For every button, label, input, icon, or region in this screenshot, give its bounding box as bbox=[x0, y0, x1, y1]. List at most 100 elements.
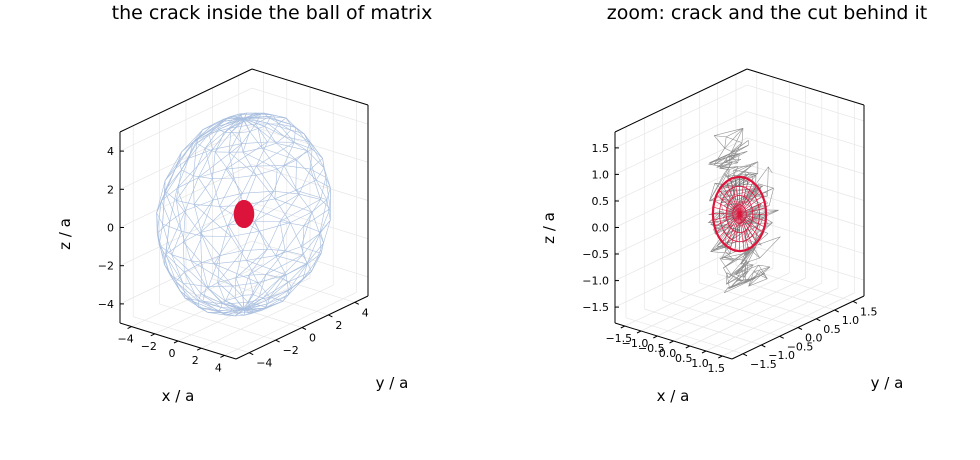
mesh-edge bbox=[737, 153, 740, 163]
mesh-edge bbox=[213, 118, 227, 125]
x-tick-label: 0.5 bbox=[675, 352, 693, 365]
mesh-edge bbox=[222, 303, 243, 311]
mesh-edge bbox=[319, 199, 328, 234]
mesh-edge bbox=[708, 153, 730, 165]
mesh-edge bbox=[731, 142, 743, 152]
x-tick-mark bbox=[636, 330, 642, 334]
mesh-edge bbox=[208, 114, 243, 134]
mesh-edge bbox=[194, 204, 220, 207]
mesh-edge bbox=[320, 220, 331, 233]
mesh-edge bbox=[223, 303, 238, 314]
grid-line bbox=[119, 125, 253, 190]
mesh-edge bbox=[217, 255, 221, 283]
mesh-edge bbox=[732, 183, 749, 187]
mesh-edge bbox=[747, 209, 761, 215]
mesh-edge bbox=[729, 280, 743, 289]
mesh-edge bbox=[285, 117, 296, 128]
mesh-edge bbox=[272, 114, 279, 125]
mesh-edge bbox=[255, 175, 276, 199]
crack-spoke bbox=[739, 213, 745, 251]
mesh-edge bbox=[257, 274, 287, 283]
mesh-edge bbox=[320, 199, 331, 209]
mesh-edge bbox=[260, 113, 273, 116]
mesh-edge bbox=[242, 141, 268, 144]
crack-outline bbox=[233, 199, 255, 229]
mesh-edge bbox=[299, 193, 321, 200]
mesh-edge bbox=[759, 270, 768, 279]
mesh-edge bbox=[738, 205, 770, 218]
mesh-edge bbox=[176, 200, 195, 205]
mesh-edge bbox=[746, 228, 762, 246]
mesh-edge bbox=[726, 272, 730, 289]
mesh-edge bbox=[746, 247, 756, 255]
z-tick-label: 4 bbox=[107, 145, 114, 158]
x-tick-mark bbox=[173, 340, 179, 344]
x-tick-mark bbox=[701, 350, 707, 354]
mesh-edge bbox=[226, 114, 243, 120]
mesh-edge bbox=[714, 135, 727, 138]
grid-line bbox=[251, 87, 369, 125]
mesh-edge bbox=[234, 309, 245, 317]
mesh-edge bbox=[723, 257, 734, 261]
mesh-edge bbox=[188, 141, 194, 159]
mesh-edge bbox=[708, 211, 722, 223]
mesh-edge bbox=[193, 204, 232, 237]
mesh-edge bbox=[253, 294, 260, 298]
mesh-edge bbox=[263, 281, 289, 299]
mesh-edge bbox=[725, 156, 728, 163]
mesh-edge bbox=[242, 294, 254, 296]
mesh-edge bbox=[185, 199, 214, 211]
mesh-edge bbox=[710, 251, 731, 254]
mesh-edge bbox=[280, 254, 303, 278]
mesh-edge bbox=[193, 175, 213, 179]
mesh-edge bbox=[723, 267, 729, 279]
mesh-edge bbox=[267, 116, 287, 119]
y-tick-label: 0.5 bbox=[823, 323, 841, 336]
mesh-edge bbox=[217, 277, 236, 283]
mesh-edge bbox=[745, 216, 763, 224]
x-tick-label: 0.0 bbox=[659, 347, 677, 360]
x-tick-label: −1.5 bbox=[605, 332, 632, 345]
mesh-edge bbox=[266, 287, 293, 305]
z-tick-label: −4 bbox=[98, 298, 114, 311]
y-tick-mark bbox=[301, 327, 307, 330]
top-right-edge bbox=[746, 68, 865, 106]
mesh-edge bbox=[288, 281, 293, 289]
grid-line bbox=[746, 84, 865, 122]
mesh-edge bbox=[748, 266, 771, 287]
mesh-edge bbox=[222, 308, 244, 314]
mesh-edge bbox=[221, 300, 226, 304]
y-tick-mark bbox=[797, 327, 803, 330]
mesh-edge bbox=[291, 271, 312, 289]
mesh-edge bbox=[245, 117, 268, 124]
grid-line bbox=[680, 291, 799, 328]
x-tick-mark bbox=[620, 325, 626, 329]
mesh-edge bbox=[740, 247, 754, 265]
mesh-edge bbox=[735, 264, 754, 275]
mesh-edge bbox=[302, 254, 308, 264]
mesh-edge bbox=[320, 177, 327, 200]
mesh-edge bbox=[193, 148, 206, 176]
crack-spoke bbox=[739, 190, 761, 215]
mesh-edge bbox=[212, 128, 230, 150]
x-tick-label: −0.5 bbox=[638, 342, 665, 355]
mesh-edge bbox=[176, 169, 182, 201]
mesh-edge bbox=[274, 198, 291, 223]
mesh-edge bbox=[207, 312, 227, 316]
mesh-edge bbox=[212, 168, 227, 201]
grid-line bbox=[614, 84, 748, 149]
mesh-edge bbox=[719, 161, 733, 169]
mesh-edge bbox=[727, 169, 730, 186]
grid-line bbox=[251, 202, 369, 240]
crack-spoke bbox=[739, 177, 745, 215]
mesh-edge bbox=[302, 253, 322, 281]
mesh-edge bbox=[303, 199, 321, 226]
mesh-edge bbox=[323, 220, 331, 243]
z-tick-label: −1.5 bbox=[582, 301, 609, 314]
mesh-edge bbox=[161, 200, 170, 222]
x-tick-label: −2 bbox=[141, 340, 157, 353]
mesh-edge bbox=[302, 231, 321, 256]
mesh-edge bbox=[258, 126, 265, 129]
mesh-edge bbox=[708, 161, 733, 165]
mesh-edge bbox=[264, 294, 289, 309]
